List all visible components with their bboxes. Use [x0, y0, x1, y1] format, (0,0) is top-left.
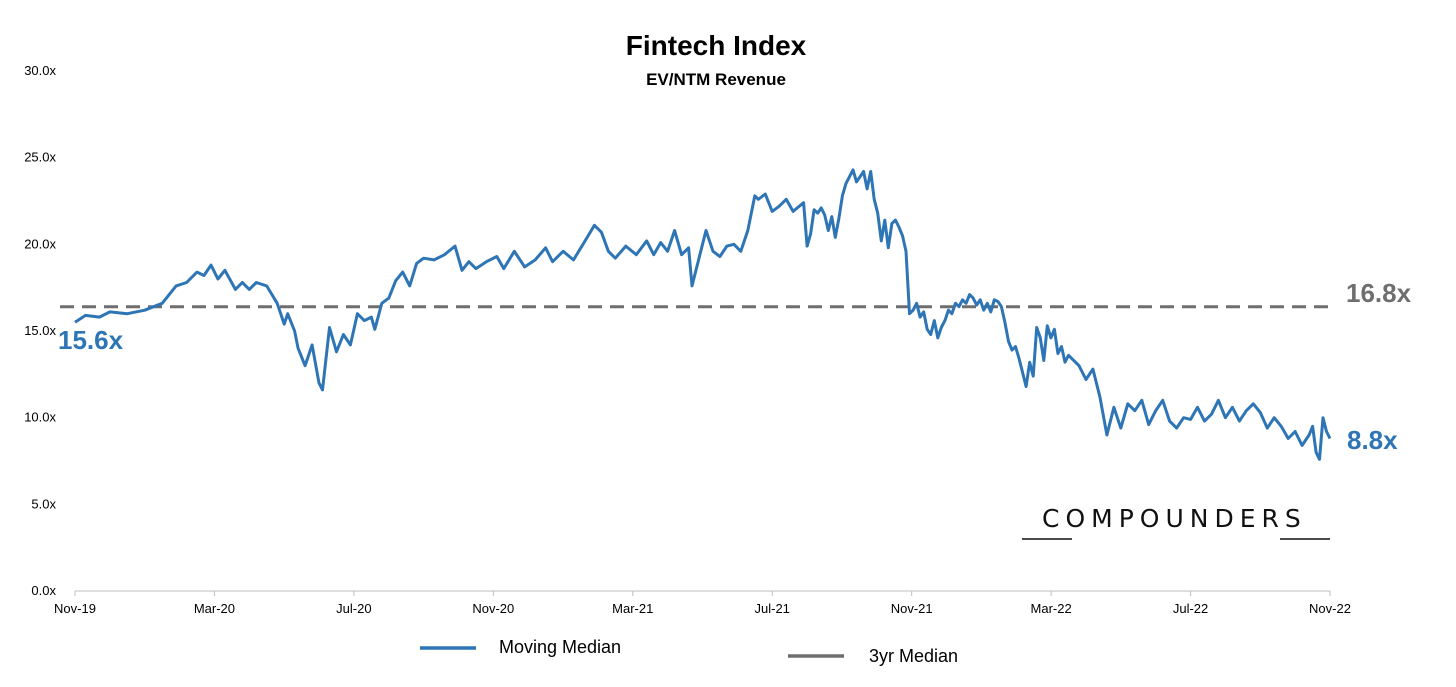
x-tick-label: Mar-21 — [612, 601, 653, 616]
callout-median-value: 16.8x — [1346, 278, 1412, 308]
y-tick-label: 10.0x — [24, 410, 56, 425]
y-tick-label: 5.0x — [31, 496, 56, 511]
y-tick-label: 20.0x — [24, 236, 56, 251]
legend-label-3yr-median: 3yr Median — [869, 646, 958, 666]
watermark: COMPOUNDERS — [1022, 504, 1330, 540]
callout-end-value: 8.8x — [1347, 425, 1398, 455]
x-axis — [74, 590, 1331, 596]
x-tick-label: Nov-21 — [891, 601, 933, 616]
y-tick-label: 30.0x — [24, 63, 56, 78]
series-line-moving-median — [74, 168, 1332, 461]
legend-label-moving-median: Moving Median — [499, 637, 621, 657]
x-tick-label: Jul-20 — [336, 601, 371, 616]
x-tick-label: Nov-19 — [54, 601, 96, 616]
y-tick-label: 15.0x — [24, 323, 56, 338]
x-tick-label: Nov-20 — [472, 601, 514, 616]
y-tick-label: 0.0x — [31, 583, 56, 598]
x-tick-label: Mar-20 — [194, 601, 235, 616]
x-tick-label: Nov-22 — [1309, 601, 1351, 616]
callout-start-value: 15.6x — [58, 325, 124, 355]
x-tick-label: Jul-21 — [755, 601, 790, 616]
chart-title: Fintech Index — [626, 30, 807, 61]
x-tick-label: Jul-22 — [1173, 601, 1208, 616]
y-axis-tick-labels: 0.0x 5.0x 10.0x 15.0x 20.0x 25.0x 30.0x — [24, 63, 56, 598]
x-tick-label: Mar-22 — [1031, 601, 1072, 616]
legend: Moving Median 3yr Median — [420, 637, 958, 666]
watermark-text: COMPOUNDERS — [1042, 504, 1307, 533]
x-axis-tick-labels: Nov-19 Mar-20 Jul-20 Nov-20 Mar-21 Jul-21 Nov-… — [54, 601, 1351, 616]
chart-subtitle: EV/NTM Revenue — [646, 70, 786, 89]
y-tick-label: 25.0x — [24, 150, 56, 165]
